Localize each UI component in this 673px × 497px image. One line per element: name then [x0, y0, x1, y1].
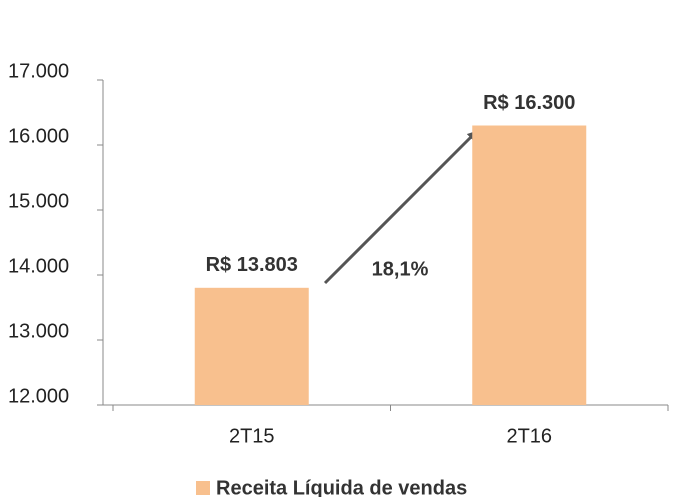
y-tick-label: 17.000	[8, 60, 69, 82]
bar	[472, 125, 587, 405]
growth-arrow	[323, 130, 478, 285]
legend-swatch	[196, 481, 210, 495]
y-tick-label: 14.000	[8, 255, 69, 277]
y-tick-label: 12.000	[8, 385, 69, 407]
legend-label: Receita Líquida de vendas	[216, 477, 467, 497]
y-tick-label: 16.000	[8, 125, 69, 147]
data-label: R$ 13.803	[206, 254, 298, 276]
x-tick-label: 2T15	[229, 425, 275, 447]
x-tick-label: 2T16	[506, 425, 552, 447]
y-tick-label: 13.000	[8, 320, 69, 342]
bar	[194, 287, 309, 405]
data-label: R$ 16.300	[483, 92, 575, 114]
y-tick-label: 15.000	[8, 190, 69, 212]
annotation: 18,1%	[372, 258, 429, 280]
